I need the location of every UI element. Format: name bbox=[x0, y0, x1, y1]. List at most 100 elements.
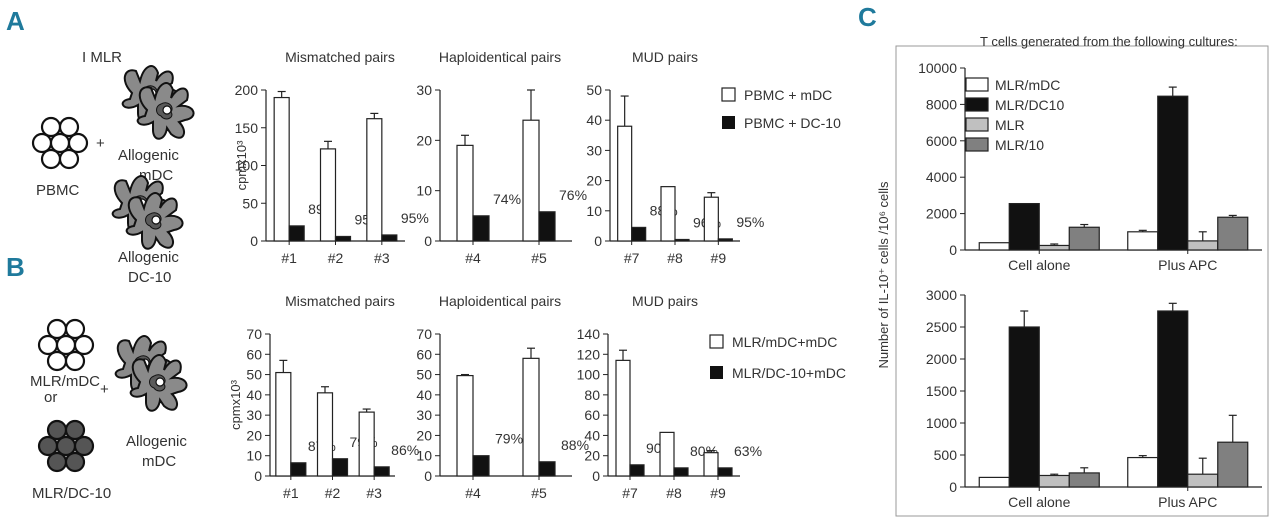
y-tick-label: 30 bbox=[246, 407, 262, 423]
y-tick-label: 1000 bbox=[926, 415, 957, 431]
data-label: 76% bbox=[559, 187, 587, 203]
bar bbox=[978, 242, 1010, 251]
bar bbox=[331, 458, 349, 477]
y-tick-label: 0 bbox=[424, 233, 432, 249]
legend-c-swatch bbox=[965, 97, 989, 112]
responder-cluster-light-icon bbox=[37, 318, 95, 372]
panel-c-ylabel: Number of IL-10⁺ cells /10⁶ cells bbox=[876, 181, 891, 369]
y-tick-label: 30 bbox=[416, 82, 432, 98]
y-tick-label: 10 bbox=[416, 183, 432, 199]
stim-b-label-2: mDC bbox=[142, 453, 176, 470]
panel-c-title: T cells generated from the following cul… bbox=[980, 34, 1238, 49]
bar bbox=[1068, 226, 1100, 251]
y-tick-label: 60 bbox=[246, 346, 262, 362]
y-tick-label: 0 bbox=[949, 242, 957, 258]
schematic-b-plus: + bbox=[100, 381, 109, 398]
legend-c-label: MLR bbox=[995, 117, 1025, 133]
y-tick-label: 0 bbox=[592, 468, 600, 484]
chart-title: Haploidentical pairs bbox=[439, 49, 561, 65]
bar bbox=[456, 374, 474, 477]
x-tick-label: #9 bbox=[710, 485, 726, 501]
legend-a-label-0: PBMC + mDC bbox=[744, 87, 832, 103]
bar bbox=[1008, 326, 1040, 488]
y-tick-label: 200 bbox=[235, 82, 259, 98]
y-tick-label: 30 bbox=[586, 142, 602, 158]
x-tick-label: #7 bbox=[622, 485, 638, 501]
y-tick-label: 100 bbox=[235, 158, 259, 174]
dendritic-cell-icon bbox=[129, 354, 188, 412]
y-tick-label: 500 bbox=[934, 447, 958, 463]
y-tick-label: 100 bbox=[577, 367, 601, 383]
y-tick-label: 10 bbox=[586, 203, 602, 219]
chart-a2: 0 10 20 30 Haploidentical pairs #4 74% #5 76% bbox=[416, 49, 587, 266]
y-tick-label: 120 bbox=[577, 346, 601, 362]
stim-label-bottom-2: DC-10 bbox=[128, 269, 171, 286]
bar bbox=[319, 148, 337, 242]
schematic-a: I MLR + PBMC Allogenic mDC Allogenic DC-… bbox=[31, 49, 195, 286]
x-tick-label: Plus APC bbox=[1158, 494, 1217, 510]
y-tick-label: 70 bbox=[246, 326, 262, 342]
bar bbox=[703, 452, 719, 477]
y-tick-label: 40 bbox=[416, 387, 432, 403]
x-tick-label: #3 bbox=[374, 250, 390, 266]
y-tick-label: 150 bbox=[235, 120, 259, 136]
y-tick-label: 40 bbox=[586, 112, 602, 128]
y-tick-label: 0 bbox=[949, 479, 957, 495]
y-tick-label: 50 bbox=[242, 195, 258, 211]
bar bbox=[538, 461, 556, 477]
legend-b-label-0: MLR/mDC+mDC bbox=[732, 334, 837, 350]
bar bbox=[1187, 473, 1219, 488]
y-tick-label: 50 bbox=[416, 367, 432, 383]
chart-c1: 0 2000 4000 6000 8000 10000 Cell alone Plus APC… bbox=[918, 60, 1262, 273]
x-tick-label: #1 bbox=[283, 485, 299, 501]
legend-a-swatch-white bbox=[721, 87, 736, 102]
x-tick-label: #2 bbox=[325, 485, 341, 501]
x-tick-label: #1 bbox=[281, 250, 297, 266]
y-tick-label: 1500 bbox=[926, 383, 957, 399]
bar bbox=[659, 431, 675, 477]
dendritic-cell-icon bbox=[136, 82, 195, 140]
y-tick-label: 20 bbox=[416, 427, 432, 443]
responder-cluster-dark-icon bbox=[37, 419, 95, 473]
bar bbox=[522, 357, 540, 477]
y-tick-label: 2000 bbox=[926, 351, 957, 367]
bar bbox=[472, 215, 490, 242]
y-tick-label: 50 bbox=[246, 367, 262, 383]
bar bbox=[290, 462, 307, 477]
x-tick-label: #4 bbox=[465, 485, 481, 501]
legend-c-label: MLR/DC10 bbox=[995, 97, 1064, 113]
bar bbox=[1127, 456, 1159, 488]
bar bbox=[1127, 231, 1159, 251]
responder-b-label-1: MLR/mDC bbox=[30, 373, 100, 390]
data-label: 88% bbox=[561, 437, 589, 453]
x-tick-label: #8 bbox=[667, 250, 683, 266]
pbmc-cluster-icon bbox=[31, 116, 89, 170]
panel-letter-c: C bbox=[858, 2, 877, 32]
bar bbox=[1068, 472, 1100, 488]
bar bbox=[629, 464, 645, 477]
x-tick-label: #4 bbox=[465, 250, 481, 266]
panel-letter-a: A bbox=[6, 6, 25, 36]
bar bbox=[1217, 441, 1249, 488]
x-tick-label: Cell alone bbox=[1008, 257, 1070, 273]
bar bbox=[381, 234, 398, 242]
bar bbox=[522, 119, 540, 242]
data-label: 63% bbox=[734, 443, 762, 459]
chart-title: MUD pairs bbox=[632, 49, 698, 65]
x-tick-label: #2 bbox=[328, 250, 344, 266]
data-label: 74% bbox=[493, 191, 521, 207]
bar bbox=[538, 211, 556, 242]
bar bbox=[358, 411, 375, 477]
y-tick-label: 20 bbox=[586, 173, 602, 189]
y-tick-label: 8000 bbox=[926, 96, 957, 112]
panel-c-frame bbox=[895, 45, 1269, 517]
bar bbox=[373, 466, 390, 477]
y-tick-label: 70 bbox=[416, 326, 432, 342]
bar bbox=[366, 118, 383, 242]
chart-title: Mismatched pairs bbox=[285, 293, 395, 309]
legend-a-swatch-black bbox=[722, 116, 735, 129]
